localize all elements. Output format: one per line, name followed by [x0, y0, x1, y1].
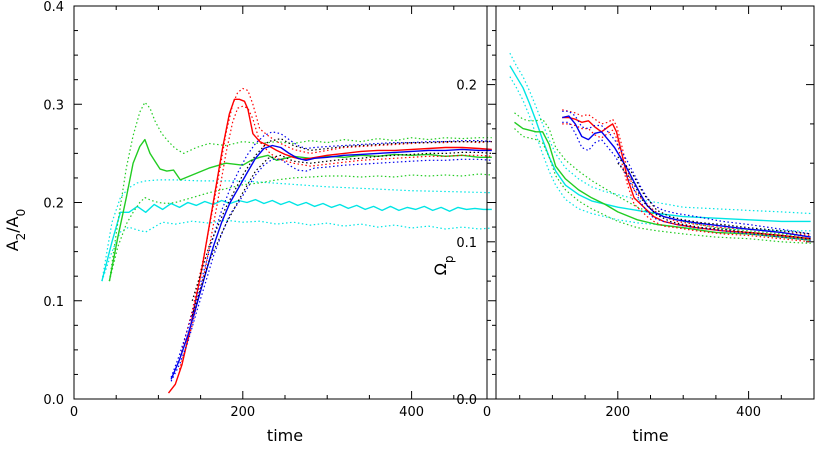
series-line-10 — [562, 115, 811, 238]
series-line-2 — [101, 179, 492, 282]
y-axis-label-part: 0 — [14, 209, 28, 217]
series-line-11 — [170, 131, 492, 378]
y-axis-label-part: Ω — [431, 263, 450, 275]
series-line-8 — [178, 87, 492, 360]
x-tick-label: 0 — [70, 405, 78, 420]
series-line-1 — [509, 65, 811, 223]
y-axis-label-part: 2 — [14, 233, 28, 241]
x-tick-label: 0 — [483, 405, 491, 420]
series-line-7 — [562, 116, 811, 240]
y-tick-label: 0.2 — [456, 79, 477, 94]
series-line-4 — [514, 121, 811, 241]
y-axis-label-part: p — [442, 255, 456, 263]
series-line-14 — [191, 151, 492, 316]
series-line-3 — [509, 76, 811, 232]
series-line-5 — [108, 101, 492, 282]
x-tick-label: 400 — [736, 405, 761, 420]
series-line-6 — [514, 128, 811, 244]
series-line-7 — [167, 98, 492, 394]
x-tick-label: 200 — [605, 405, 630, 420]
y-tick-label: 0.1 — [456, 236, 477, 251]
y-tick-label: 0.4 — [43, 0, 64, 15]
series-line-13 — [191, 138, 492, 301]
y-axis-label-part: A — [3, 240, 22, 251]
x-axis-label: time — [267, 426, 303, 445]
y-tick-label: 0.2 — [43, 197, 64, 212]
chart-panel-2: 0 200 400 0.0 0.1 0.2 time Ωp — [431, 5, 815, 445]
x-tick-label: 200 — [230, 405, 255, 420]
x-axis-label: time — [632, 426, 668, 445]
y-tick-label: 0.3 — [43, 98, 64, 113]
series-line-9 — [562, 123, 811, 243]
series-line-13 — [617, 156, 811, 235]
series-line-1 — [101, 198, 492, 282]
series-line-12 — [170, 158, 492, 382]
series-line-12 — [562, 121, 811, 241]
y-tick-label: 0.0 — [456, 393, 477, 408]
series-line-8 — [562, 109, 811, 237]
y-axis-label-part: /A — [3, 216, 22, 232]
x-tick-label: 400 — [399, 405, 424, 420]
y-tick-label: 0.0 — [43, 393, 64, 408]
series-line-6 — [108, 173, 492, 282]
series-line-9 — [178, 105, 492, 370]
y-axis-label: Ωp — [431, 255, 456, 275]
y-tick-label: 0.1 — [43, 295, 64, 310]
series-line-2 — [509, 52, 811, 215]
y-axis-label: A2/A0 — [3, 209, 28, 252]
series-line-10 — [170, 144, 492, 380]
